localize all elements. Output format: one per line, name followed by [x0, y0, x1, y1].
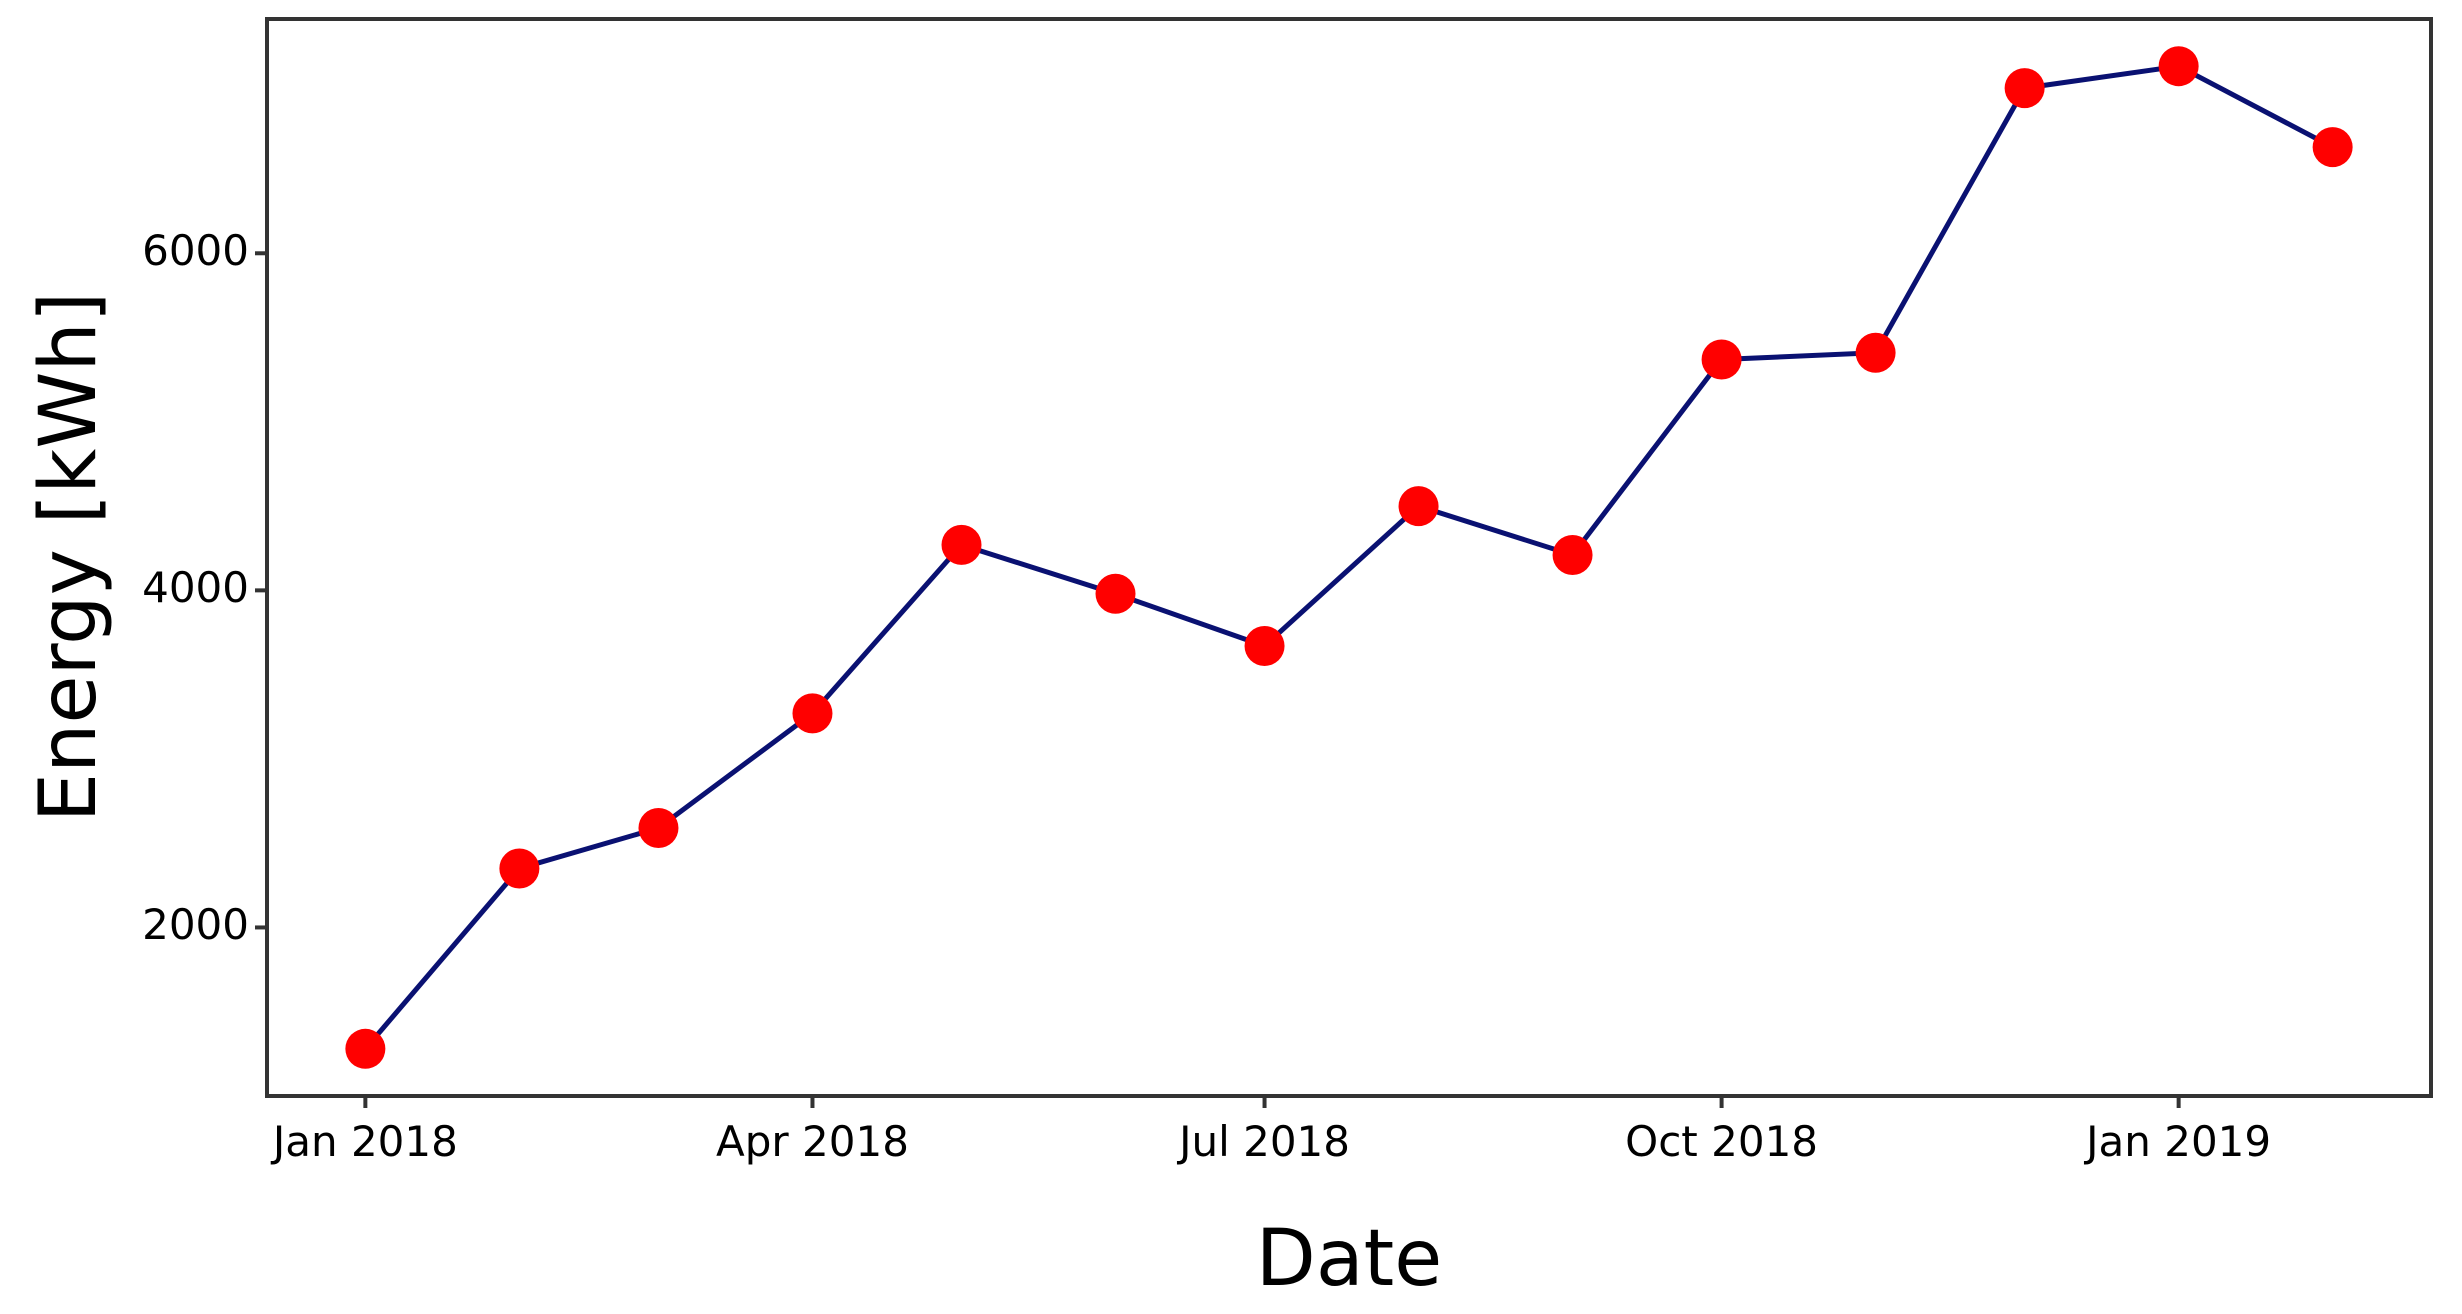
x-axis-title: Date: [1256, 1214, 1442, 1304]
data-point: [638, 808, 679, 849]
plot-frame: [265, 17, 2433, 1098]
data-point: [345, 1028, 386, 1069]
data-point: [941, 524, 982, 565]
y-tick-label: 4000: [142, 563, 249, 612]
data-point: [2004, 68, 2045, 109]
data-line: [363, 63, 2334, 1051]
x-tick-label: Oct 2018: [1625, 1117, 1818, 1166]
x-tick-label: Jul 2018: [1176, 1117, 1350, 1166]
data-point: [792, 693, 833, 734]
y-tick-label: 6000: [142, 226, 249, 275]
data-point: [1552, 534, 1593, 575]
y-axis-title: Energy [kWh]: [24, 292, 114, 822]
data-point: [1701, 339, 1742, 380]
x-tick-label: Jan 2019: [2083, 1117, 2271, 1166]
x-tick-label: Apr 2018: [716, 1117, 909, 1166]
data-point: [2312, 127, 2353, 168]
data-point: [1398, 486, 1439, 527]
x-tick-label: Jan 2018: [270, 1117, 458, 1166]
data-point: [2158, 46, 2199, 87]
data-point: [1244, 625, 1285, 666]
y-tick-label: 2000: [142, 900, 249, 949]
data-point: [1855, 332, 1896, 373]
data-point: [499, 848, 540, 889]
data-point: [1095, 573, 1136, 614]
